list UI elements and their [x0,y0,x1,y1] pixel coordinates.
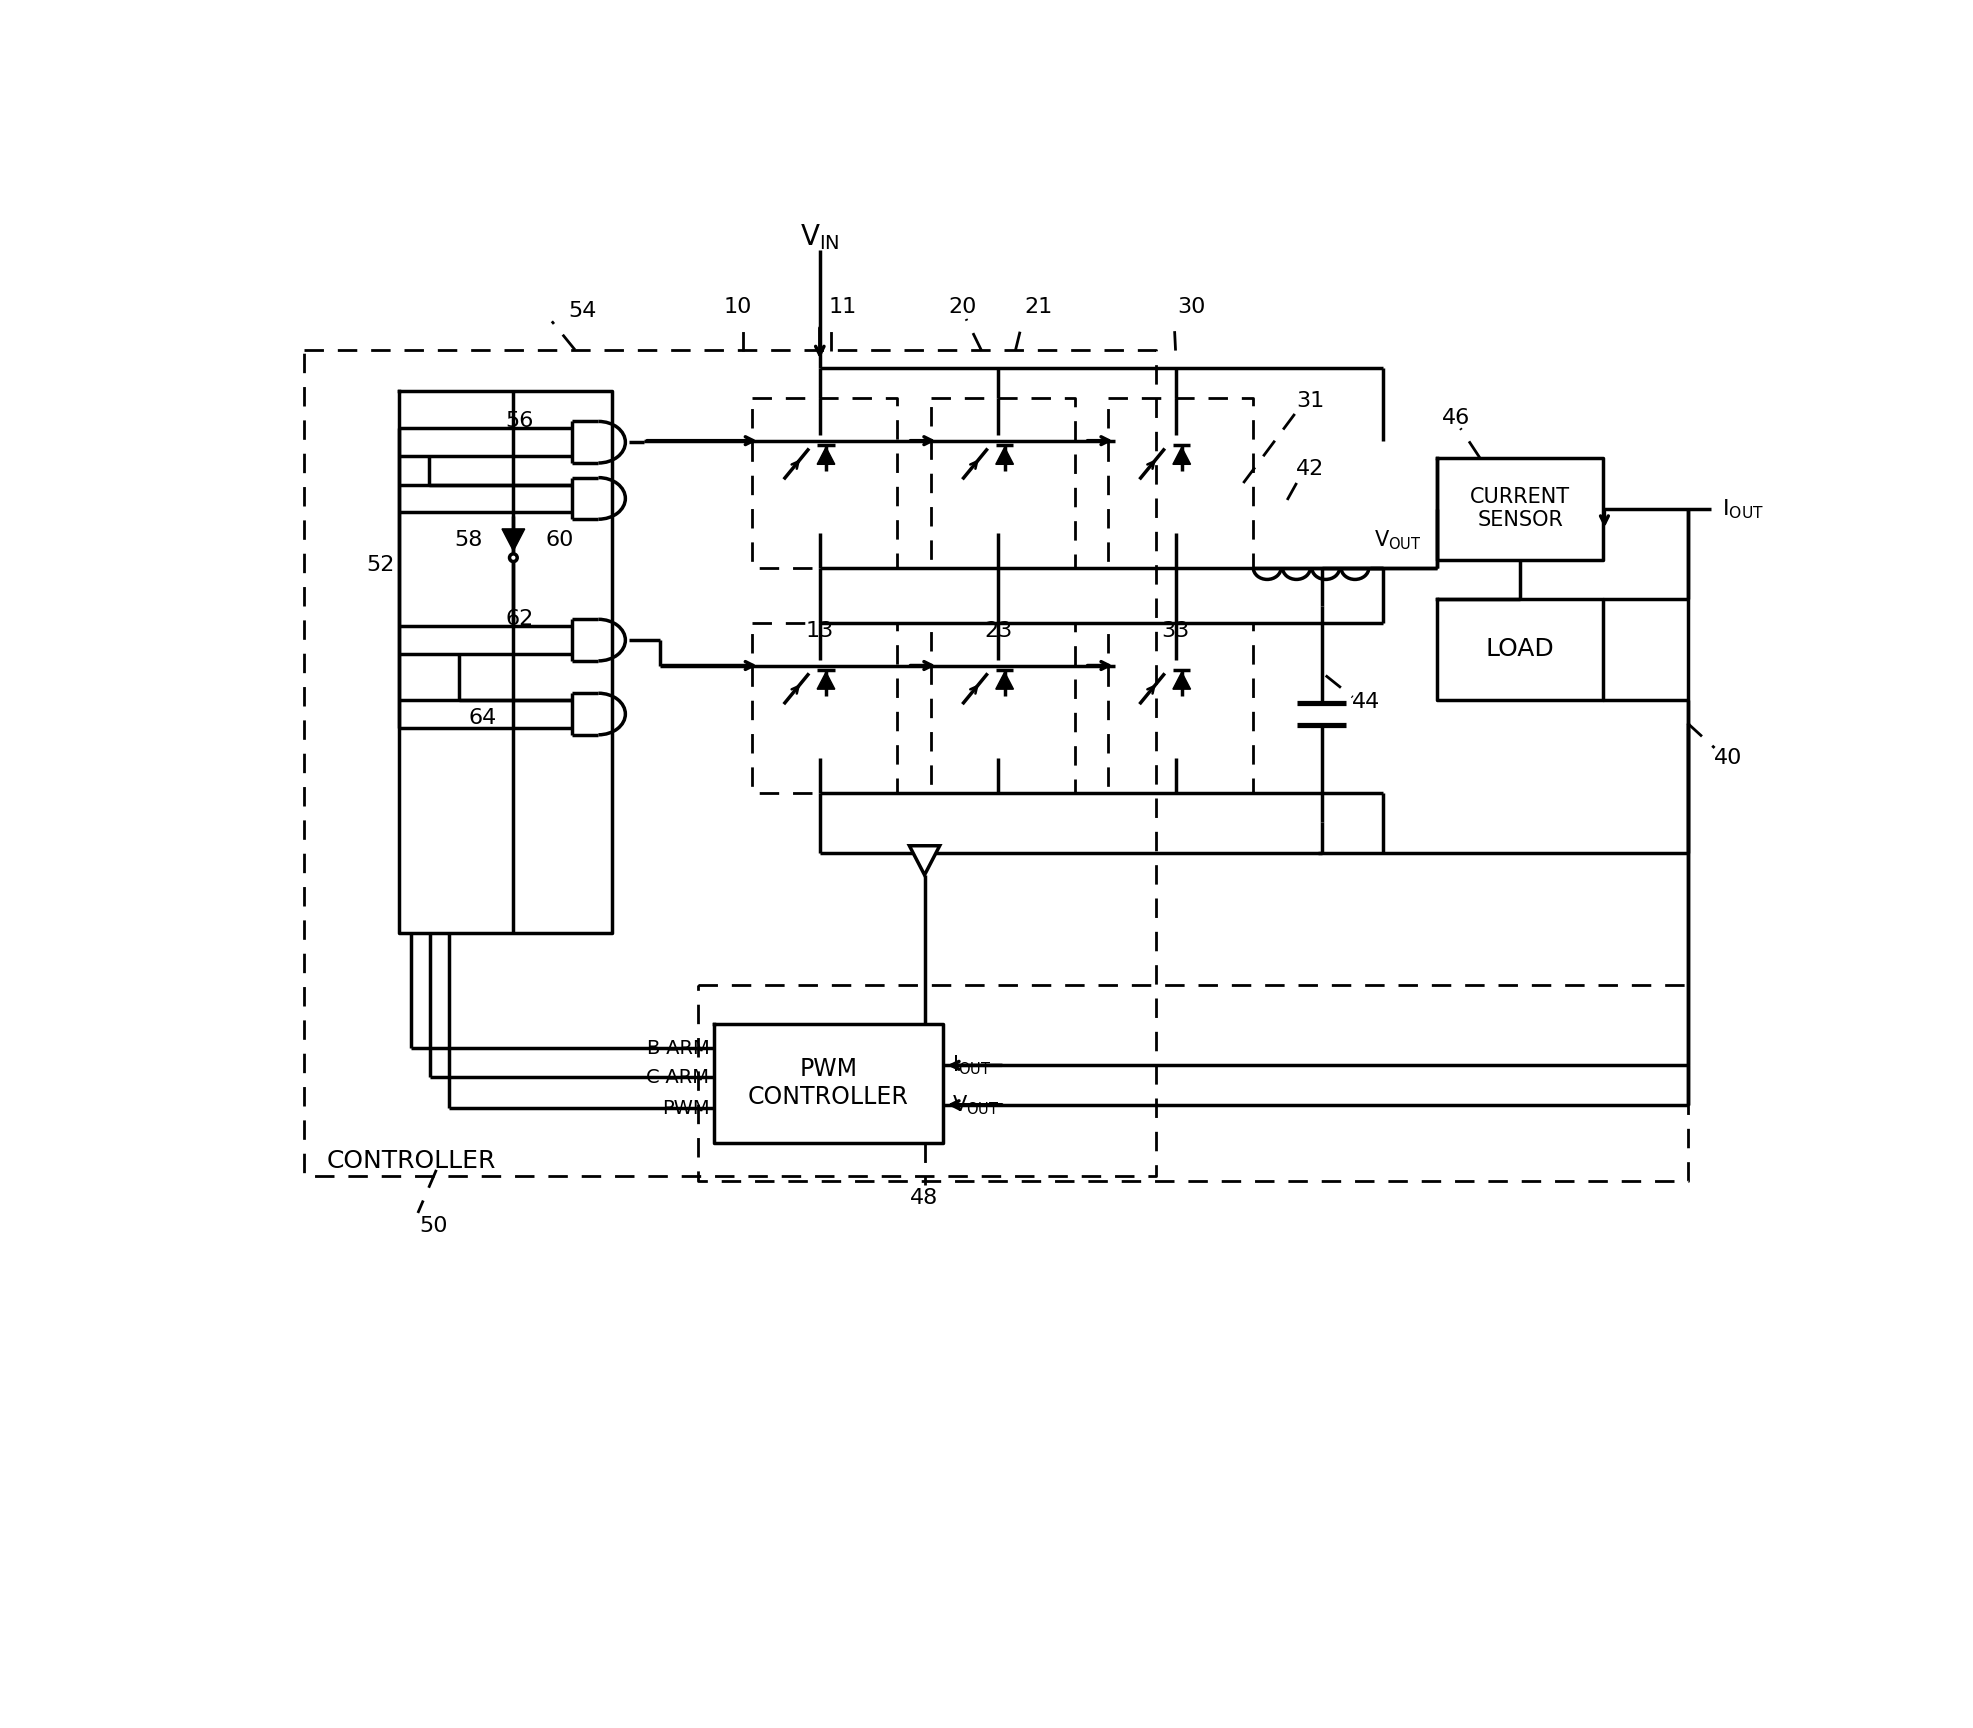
Text: 33: 33 [1162,620,1190,641]
Polygon shape [910,845,939,874]
Text: I$_{\mathregular{OUT}}$: I$_{\mathregular{OUT}}$ [953,1054,992,1077]
Polygon shape [817,448,835,465]
Text: 11: 11 [829,297,856,318]
Text: 62: 62 [505,608,533,629]
Polygon shape [996,672,1014,689]
Text: I$_{\mathregular{OUT}}$: I$_{\mathregular{OUT}}$ [1722,498,1764,520]
Text: V$_{\mathregular{OUT}}$: V$_{\mathregular{OUT}}$ [1375,529,1423,553]
Text: PWM: PWM [663,1099,710,1118]
Text: 56: 56 [505,411,535,430]
Text: 31: 31 [1296,392,1324,411]
Polygon shape [996,448,1014,465]
Text: 50: 50 [418,1217,448,1236]
Polygon shape [1172,672,1190,689]
Text: 58: 58 [454,530,483,550]
Text: 10: 10 [724,297,752,318]
Text: CURRENT
SENSOR: CURRENT SENSOR [1470,487,1571,530]
Polygon shape [1172,448,1190,465]
Text: PWM
CONTROLLER: PWM CONTROLLER [748,1058,910,1109]
Text: 60: 60 [545,530,574,550]
Polygon shape [501,529,525,551]
Text: 20: 20 [949,297,977,318]
Text: 21: 21 [1024,297,1054,318]
Text: C-ARM: C-ARM [645,1068,710,1087]
Text: 40: 40 [1713,748,1742,767]
Text: 30: 30 [1176,297,1206,318]
Text: 42: 42 [1296,460,1324,479]
Text: 54: 54 [568,301,598,320]
Text: 52: 52 [367,555,395,575]
Text: 46: 46 [1442,408,1470,427]
Text: 44: 44 [1352,693,1381,712]
Text: 13: 13 [805,620,835,641]
Text: 48: 48 [910,1189,939,1208]
Text: V$_{\mathregular{OUT}}$: V$_{\mathregular{OUT}}$ [953,1092,1000,1116]
Text: V$_{\mathregular{IN}}$: V$_{\mathregular{IN}}$ [799,221,840,252]
Polygon shape [817,672,835,689]
Text: 64: 64 [468,708,497,727]
Text: 23: 23 [985,620,1012,641]
Text: CONTROLLER: CONTROLLER [328,1149,497,1173]
Text: B-ARM: B-ARM [645,1039,710,1058]
Text: LOAD: LOAD [1486,638,1555,662]
Circle shape [509,555,517,562]
